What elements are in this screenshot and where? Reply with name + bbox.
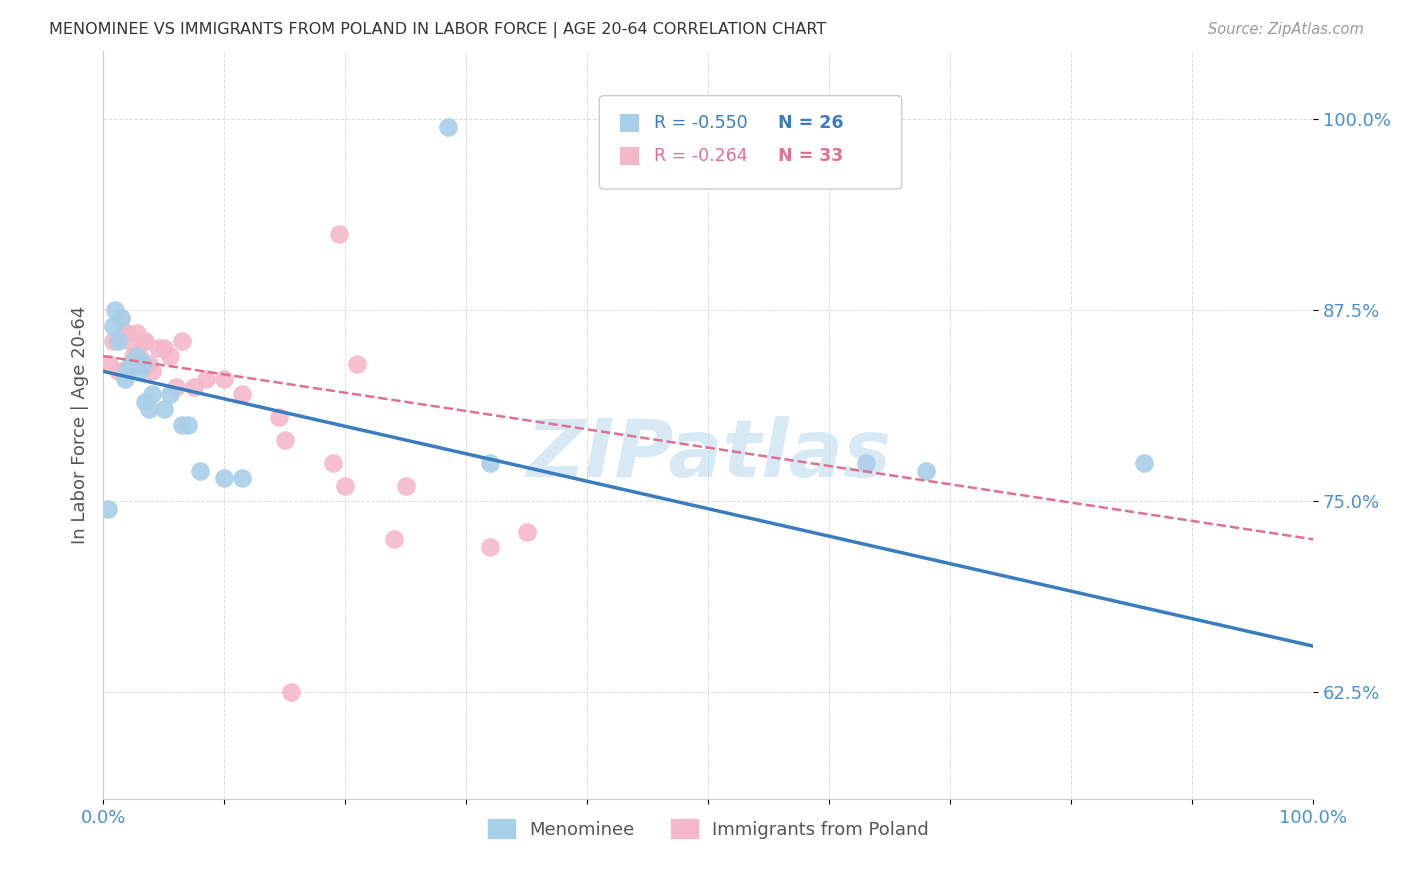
Point <box>273 433 295 447</box>
Point <box>101 318 124 333</box>
Text: Source: ZipAtlas.com: Source: ZipAtlas.com <box>1208 22 1364 37</box>
Point <box>855 456 877 470</box>
Point <box>212 471 235 485</box>
Point <box>280 685 302 699</box>
FancyBboxPatch shape <box>620 147 640 165</box>
Point <box>267 410 290 425</box>
Point <box>328 227 350 241</box>
Point <box>117 326 139 340</box>
Point <box>134 334 156 348</box>
Point <box>188 464 211 478</box>
Point <box>170 417 193 432</box>
Point <box>195 372 218 386</box>
Point <box>516 524 538 539</box>
Point <box>183 379 205 393</box>
Legend: Menominee, Immigrants from Poland: Menominee, Immigrants from Poland <box>481 812 936 846</box>
Point <box>118 334 141 348</box>
Point <box>128 364 150 378</box>
Point <box>118 357 141 371</box>
Point <box>138 402 160 417</box>
Y-axis label: In Labor Force | Age 20-64: In Labor Force | Age 20-64 <box>72 306 89 544</box>
Text: R = -0.264: R = -0.264 <box>654 147 748 165</box>
Point <box>437 120 460 134</box>
Point <box>333 479 356 493</box>
Point <box>138 357 160 371</box>
Point <box>114 326 136 340</box>
Point <box>479 456 502 470</box>
Point <box>1133 456 1156 470</box>
Point <box>915 464 938 478</box>
Point <box>152 402 174 417</box>
FancyBboxPatch shape <box>599 95 901 189</box>
Point <box>125 326 148 340</box>
Point <box>382 533 405 547</box>
Point <box>159 349 181 363</box>
Point <box>170 334 193 348</box>
Point <box>141 387 163 401</box>
Point <box>165 379 187 393</box>
Point <box>177 417 200 432</box>
Point <box>152 342 174 356</box>
Point <box>134 395 156 409</box>
Text: N = 26: N = 26 <box>779 114 844 132</box>
Point <box>128 349 150 363</box>
Point <box>122 357 145 371</box>
Text: N = 33: N = 33 <box>779 147 844 165</box>
Text: MENOMINEE VS IMMIGRANTS FROM POLAND IN LABOR FORCE | AGE 20-64 CORRELATION CHART: MENOMINEE VS IMMIGRANTS FROM POLAND IN L… <box>49 22 827 38</box>
Point <box>122 349 145 363</box>
Point <box>479 540 502 554</box>
Point <box>132 357 155 371</box>
Point <box>322 456 344 470</box>
Point <box>146 342 169 356</box>
Point <box>104 303 127 318</box>
Point <box>395 479 418 493</box>
Point <box>125 349 148 363</box>
Point <box>231 387 253 401</box>
Point <box>212 372 235 386</box>
Point <box>141 364 163 378</box>
Point <box>159 387 181 401</box>
Point <box>114 372 136 386</box>
Point <box>110 310 132 325</box>
Text: ZIPatlas: ZIPatlas <box>526 416 891 493</box>
Point <box>97 501 120 516</box>
Point <box>132 334 155 348</box>
Point <box>107 364 129 378</box>
Point <box>110 310 132 325</box>
Text: R = -0.550: R = -0.550 <box>654 114 748 132</box>
Point <box>117 364 139 378</box>
Point <box>101 334 124 348</box>
Point <box>231 471 253 485</box>
Point <box>107 334 129 348</box>
Point <box>98 357 121 371</box>
Point <box>346 357 368 371</box>
FancyBboxPatch shape <box>620 114 640 132</box>
